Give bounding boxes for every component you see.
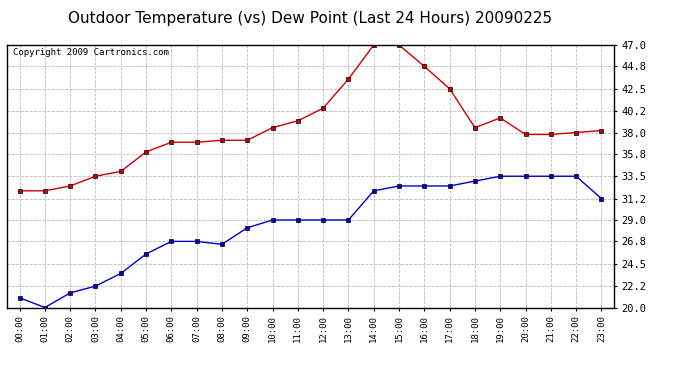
Text: Copyright 2009 Cartronics.com: Copyright 2009 Cartronics.com: [13, 48, 169, 57]
Text: Outdoor Temperature (vs) Dew Point (Last 24 Hours) 20090225: Outdoor Temperature (vs) Dew Point (Last…: [68, 11, 553, 26]
